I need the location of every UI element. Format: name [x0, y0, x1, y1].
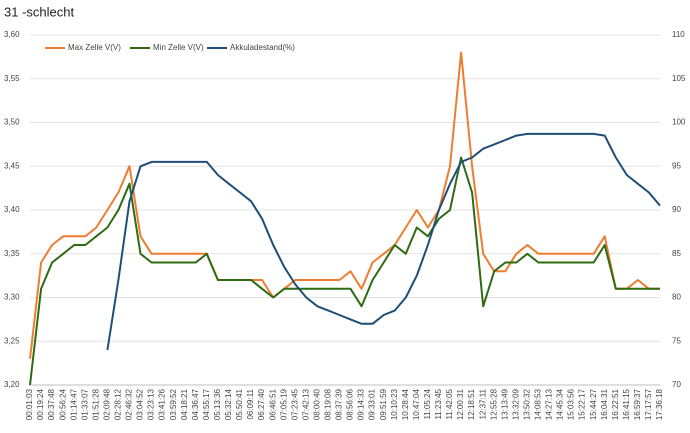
x-tick-label: 03:23:13: [147, 388, 156, 420]
legend-label: Max Zelle V(V): [68, 43, 121, 52]
y2-tick-label: 95: [672, 161, 681, 170]
x-tick-label: 02:46:32: [125, 388, 134, 420]
x-tick-label: 01:14:47: [69, 388, 78, 420]
x-tick-label: 06:46:51: [268, 388, 277, 420]
x-tick-label: 07:05:19: [279, 388, 288, 420]
x-tick-label: 11:42:05: [445, 388, 454, 419]
x-tick-label: 05:50:41: [235, 388, 244, 420]
x-tick-label: 13:50:32: [522, 388, 531, 420]
y-tick-label: 3,40: [4, 205, 20, 214]
x-tick-label: 10:10:23: [390, 388, 399, 420]
x-tick-label: 00:01:03: [25, 388, 34, 420]
x-tick-label: 16:04:31: [600, 388, 609, 420]
x-tick-label: 01:33:07: [80, 388, 89, 420]
x-tick-label: 00:37:48: [47, 388, 56, 420]
x-tick-label: 08:37:39: [335, 388, 344, 420]
y2-tick-label: 85: [672, 249, 681, 258]
x-tick-label: 04:18:21: [180, 388, 189, 420]
x-tick-label: 07:23:45: [290, 388, 299, 420]
x-tick-label: 15:03:56: [567, 388, 576, 420]
chart-title: 31 -schlecht: [4, 4, 74, 19]
x-tick-label: 00:56:24: [58, 388, 67, 420]
x-tick-label: 03:04:52: [136, 388, 145, 420]
x-tick-label: 15:22:17: [578, 388, 587, 420]
y-tick-label: 3,20: [4, 380, 20, 389]
x-tick-label: 13:13:49: [500, 388, 509, 420]
x-tick-label: 04:55:17: [202, 388, 211, 420]
x-tick-label: 16:41:15: [622, 388, 631, 420]
x-tick-label: 10:47:04: [412, 388, 421, 420]
y2-tick-label: 110: [672, 30, 685, 39]
x-tick-label: 08:19:08: [324, 388, 333, 420]
x-tick-label: 17:36:18: [655, 388, 664, 420]
x-tick-label: 11:05:24: [423, 388, 432, 419]
x-tick-label: 17:17:57: [644, 388, 653, 420]
x-tick-label: 00:19:24: [36, 388, 45, 420]
x-tick-label: 16:59:37: [633, 388, 642, 420]
x-tick-label: 09:14:33: [357, 388, 366, 420]
x-tick-label: 07:42:13: [301, 388, 310, 420]
x-tick-label: 08:00:40: [312, 388, 321, 420]
series-line: [106, 132, 661, 351]
y-tick-label: 3,50: [4, 118, 20, 127]
x-tick-label: 09:51:59: [379, 388, 388, 420]
x-tick-label: 12:00:31: [456, 388, 465, 420]
y2-tick-label: 90: [672, 205, 681, 214]
series-line: [29, 51, 660, 359]
y-tick-label: 3,35: [4, 249, 20, 258]
x-tick-label: 14:27:13: [545, 388, 554, 420]
x-tick-label: 02:09:48: [102, 388, 111, 420]
x-tick-label: 04:36:47: [191, 388, 200, 420]
y-tick-label: 3,60: [4, 30, 20, 39]
y-tick-label: 3,45: [4, 161, 20, 170]
x-tick-label: 06:27:40: [257, 388, 266, 420]
x-tick-label: 02:28:12: [114, 388, 123, 420]
y2-tick-label: 75: [672, 336, 681, 345]
x-tick-label: 14:08:53: [534, 388, 543, 420]
y2-tick-label: 80: [672, 293, 681, 302]
x-tick-label: 08:56:06: [346, 388, 355, 420]
x-tick-label: 01:51:28: [91, 388, 100, 420]
legend-label: Min Zelle V(V): [153, 43, 204, 52]
y2-tick-label: 70: [672, 380, 681, 389]
x-tick-label: 06:09:11: [246, 388, 255, 419]
y-tick-label: 3,25: [4, 336, 20, 345]
x-tick-label: 16:22:51: [611, 388, 620, 420]
y-tick-label: 3,55: [4, 74, 20, 83]
y-tick-label: 3,30: [4, 293, 20, 302]
x-tick-label: 14:45:34: [556, 388, 565, 420]
x-tick-label: 09:33:01: [368, 388, 377, 420]
x-tick-label: 12:55:28: [489, 388, 498, 420]
x-tick-label: 15:44:27: [589, 388, 598, 420]
x-tick-label: 11:23:45: [434, 388, 443, 419]
y2-tick-label: 105: [672, 74, 686, 83]
x-tick-label: 12:37:11: [478, 388, 487, 419]
x-tick-label: 05:32:14: [224, 388, 233, 420]
x-tick-label: 03:59:52: [169, 388, 178, 420]
y2-tick-label: 100: [672, 118, 686, 127]
x-tick-label: 03:41:26: [158, 388, 167, 420]
legend-label: Akkuladestand(%): [230, 43, 295, 52]
x-tick-label: 05:13:36: [213, 388, 222, 420]
x-tick-label: 12:18:51: [467, 388, 476, 420]
x-tick-label: 10:28:44: [401, 388, 410, 420]
x-tick-label: 13:32:09: [511, 388, 520, 420]
series-line: [29, 156, 660, 386]
